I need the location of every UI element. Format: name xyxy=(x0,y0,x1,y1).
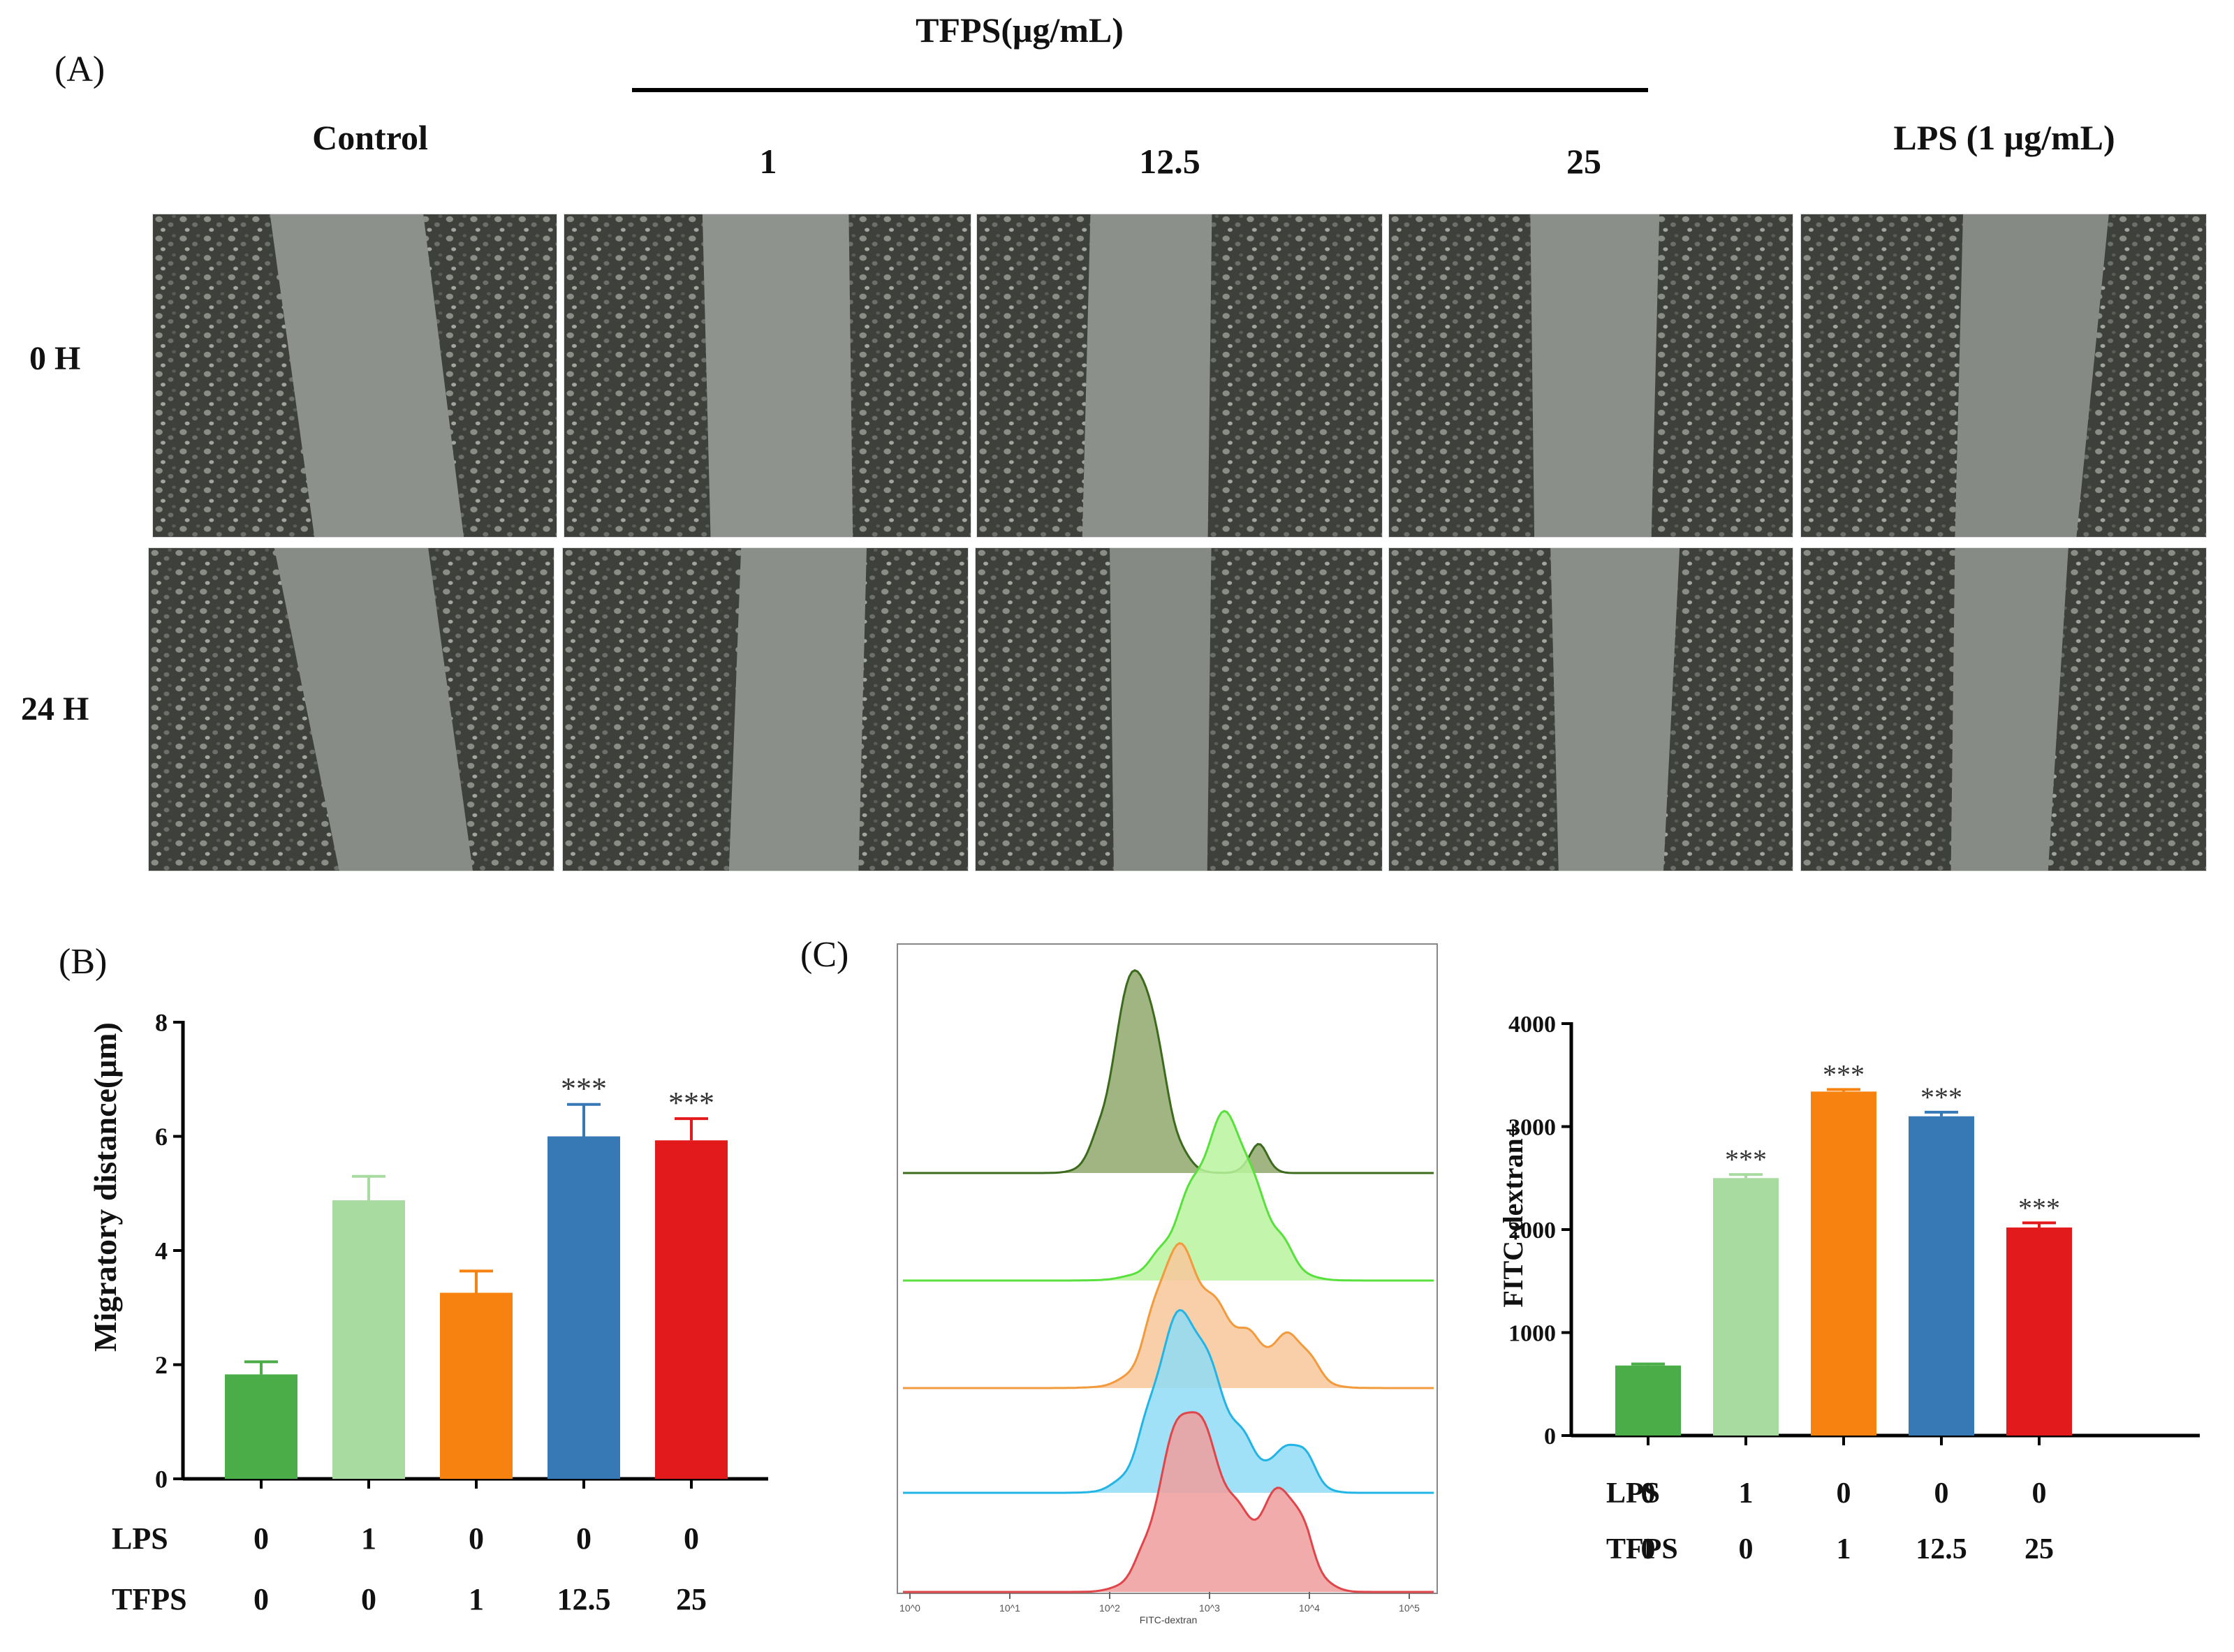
bar-2 xyxy=(1811,1091,1876,1436)
chart-c-plot-group: 0 1000 2000 3000 4000 0 0 *** 1 0 *** 0 1 *** 0 12.5 ***… xyxy=(1508,1012,2200,1565)
condition-value-1-3: 12.5 xyxy=(1916,1533,1967,1565)
condition-value-0-2: 0 xyxy=(1837,1477,1851,1510)
col-header-tfps-12-5: 12.5 xyxy=(1139,142,1200,181)
condition-value-0-1: 1 xyxy=(361,1521,376,1556)
y-tick-label-2: 2000 xyxy=(1508,1218,1556,1244)
y-tick-label-0: 0 xyxy=(1544,1424,1556,1450)
condition-value-0-2: 0 xyxy=(469,1521,484,1556)
wound-image-control-24h xyxy=(148,547,554,871)
significance-1: *** xyxy=(1725,1144,1767,1175)
histogram-line-0 xyxy=(903,969,1434,1174)
condition-label-0: LPS xyxy=(112,1521,168,1556)
y-tick-label-3: 3000 xyxy=(1508,1114,1556,1140)
condition-value-1-0: 0 xyxy=(1641,1533,1656,1565)
bar-3 xyxy=(1909,1116,1974,1436)
significance-3: *** xyxy=(1920,1082,1962,1113)
histogram-line-3 xyxy=(903,1308,1434,1494)
panel-b-label: (B) xyxy=(59,942,108,982)
bar-1 xyxy=(332,1200,405,1479)
wound-image-tfps12-24h xyxy=(975,547,1383,871)
migration-bar-chart: Migratory distance(μm) 0 2 4 6 8 0 0 1 0 0 1 *** 0 12… xyxy=(87,1009,768,1616)
condition-value-1-0: 0 xyxy=(253,1582,269,1616)
panel-a-label: (A) xyxy=(54,50,105,89)
tfps-group-title: TFPS(μg/mL) xyxy=(916,10,1124,50)
y-tick-label-2: 4 xyxy=(155,1237,168,1265)
condition-value-0-3: 0 xyxy=(1934,1477,1949,1510)
bar-0 xyxy=(1615,1365,1681,1436)
condition-value-1-2: 1 xyxy=(469,1582,484,1616)
wound-image-tfps12-0h xyxy=(976,214,1383,538)
histogram-fill-4 xyxy=(903,1412,1434,1592)
bar-3 xyxy=(548,1136,620,1479)
wound-image-lps-24h xyxy=(1800,547,2207,871)
significance-3: *** xyxy=(561,1072,607,1106)
condition-value-1-3: 12.5 xyxy=(557,1582,611,1616)
histogram-line-4 xyxy=(903,1411,1434,1593)
condition-value-1-1: 0 xyxy=(1739,1533,1754,1565)
significance-2: *** xyxy=(1823,1059,1865,1090)
condition-value-0-0: 0 xyxy=(1641,1477,1656,1510)
y-tick-label-1: 1000 xyxy=(1508,1320,1556,1346)
flow-tick-label-5: 10^5 xyxy=(1399,1602,1420,1614)
bar-4 xyxy=(655,1140,728,1479)
bar-1 xyxy=(1713,1178,1779,1436)
condition-value-1-4: 25 xyxy=(676,1582,707,1616)
condition-value-1-2: 1 xyxy=(1837,1533,1851,1565)
row-label-0h: 0 H xyxy=(29,340,81,377)
y-tick-label-4: 4000 xyxy=(1508,1012,1556,1038)
wound-image-tfps25-24h xyxy=(1388,547,1793,871)
condition-value-0-3: 0 xyxy=(576,1521,591,1556)
condition-value-1-1: 0 xyxy=(361,1582,376,1616)
col-header-tfps-25: 25 xyxy=(1566,142,1601,181)
chart-c-ylabel: FITC-dextran+ xyxy=(1497,1123,1529,1308)
wound-image-control-0h xyxy=(152,214,557,538)
significance-4: *** xyxy=(668,1086,714,1120)
condition-label-1: TFPS xyxy=(112,1582,187,1616)
y-tick-label-0: 0 xyxy=(155,1466,168,1494)
flow-tick-label-1: 10^1 xyxy=(999,1602,1020,1614)
histogram-fill-2 xyxy=(903,1243,1434,1388)
wound-image-tfps1-24h xyxy=(562,547,969,871)
row-label-24h: 24 H xyxy=(21,691,89,728)
condition-value-0-1: 1 xyxy=(1739,1477,1754,1510)
condition-value-1-4: 25 xyxy=(2024,1533,2054,1565)
flow-tick-label-0: 10^0 xyxy=(899,1602,920,1614)
flow-xlabel: FITC-dextran xyxy=(1140,1614,1197,1625)
condition-value-0-4: 0 xyxy=(684,1521,699,1556)
tfps-group-line xyxy=(632,88,1648,92)
y-tick-label-1: 2 xyxy=(155,1351,168,1379)
bar-0 xyxy=(225,1374,297,1479)
flow-cytometry-histograms: FITC-dextran 10^0 10^1 10^2 10^3 10^4 10^5 xyxy=(897,943,1438,1625)
col-header-tfps-1: 1 xyxy=(759,142,777,181)
wound-image-tfps1-0h xyxy=(564,214,971,538)
significance-4: *** xyxy=(2018,1192,2060,1223)
condition-label-0: LPS xyxy=(1606,1477,1660,1510)
wound-image-lps-0h xyxy=(1800,214,2207,538)
panel-c-label: (C) xyxy=(800,935,849,975)
bar-2 xyxy=(440,1292,513,1479)
bar-4 xyxy=(2006,1227,2072,1436)
condition-value-0-4: 0 xyxy=(2032,1477,2047,1510)
fitc-dextran-bar-chart: FITC-dextran+ 0100020003000400000***10**… xyxy=(1497,1012,2200,1565)
chart-b-ylabel: Migratory distance(μm) xyxy=(87,1022,123,1352)
histogram-fill-1 xyxy=(903,1111,1434,1281)
y-tick-label-4: 8 xyxy=(155,1009,168,1037)
histogram-line-2 xyxy=(903,1241,1434,1389)
flow-frame xyxy=(897,943,1438,1594)
col-header-lps: LPS (1 μg/mL) xyxy=(1893,118,2115,157)
histogram-line-1 xyxy=(903,1109,1434,1282)
flow-tick-label-3: 10^3 xyxy=(1199,1602,1220,1614)
y-tick-label-3: 6 xyxy=(155,1123,168,1151)
wound-image-tfps25-0h xyxy=(1388,214,1793,538)
flow-tick-label-4: 10^4 xyxy=(1299,1602,1320,1614)
flow-tick-label-2: 10^2 xyxy=(1099,1602,1120,1614)
col-header-control: Control xyxy=(312,118,428,157)
condition-label-1: TFPS xyxy=(1606,1533,1678,1565)
condition-value-0-0: 0 xyxy=(253,1521,269,1556)
histogram-fill-0 xyxy=(903,970,1434,1173)
